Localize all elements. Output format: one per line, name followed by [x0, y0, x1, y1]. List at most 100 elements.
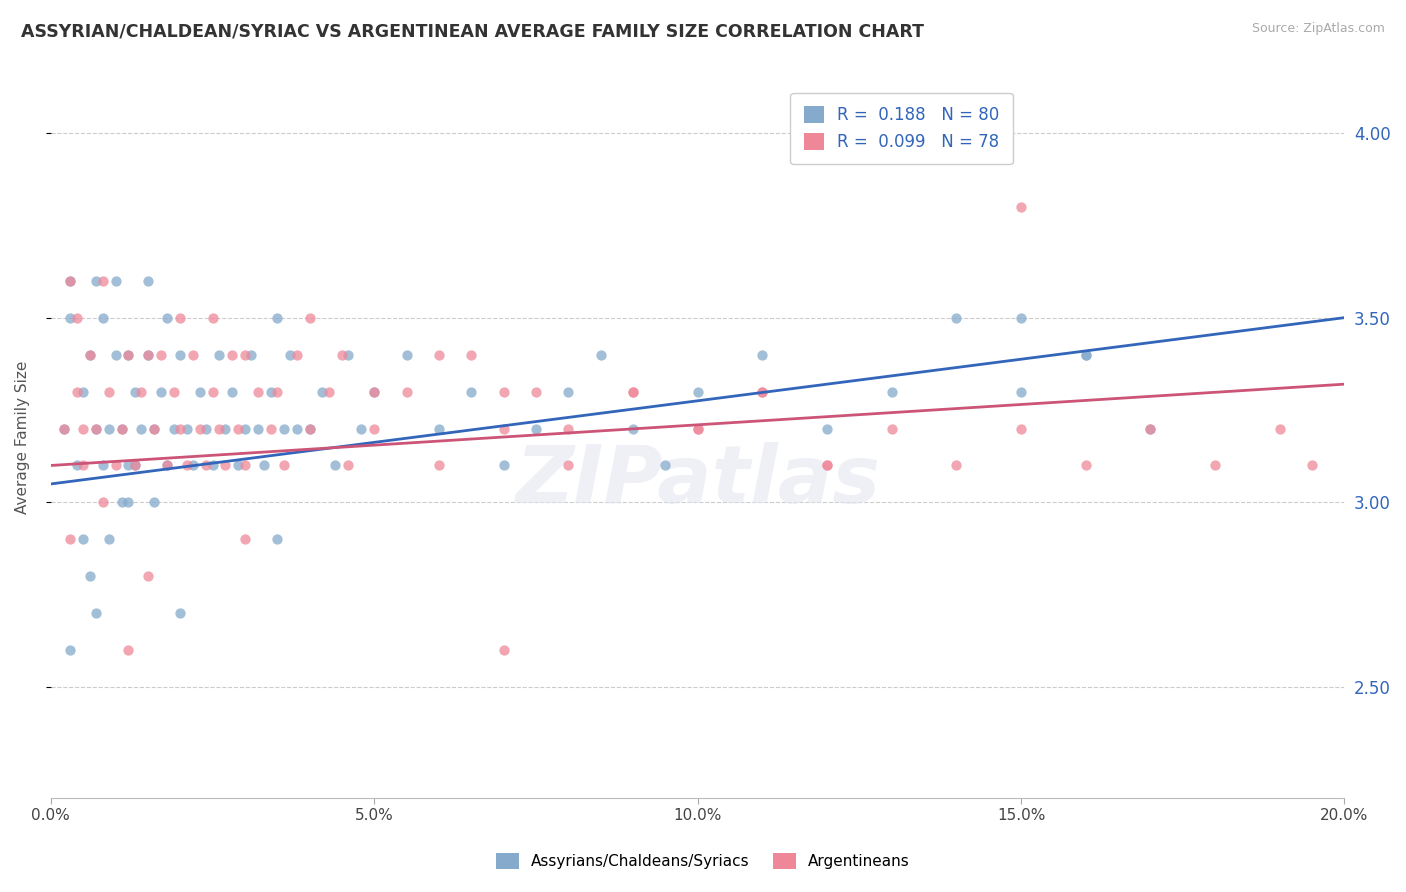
Point	[246, 421, 269, 435]
Point	[228, 421, 250, 435]
Point	[117, 458, 139, 473]
Point	[337, 348, 360, 362]
Point	[325, 458, 347, 473]
Point	[111, 495, 134, 509]
Point	[492, 458, 515, 473]
Point	[751, 384, 773, 399]
Point	[1074, 348, 1097, 362]
Point	[149, 348, 172, 362]
Point	[136, 348, 159, 362]
Point	[621, 384, 644, 399]
Point	[880, 421, 903, 435]
Point	[253, 458, 276, 473]
Point	[557, 458, 579, 473]
Point	[221, 348, 243, 362]
Point	[395, 348, 418, 362]
Point	[363, 421, 385, 435]
Point	[1074, 458, 1097, 473]
Point	[91, 274, 114, 288]
Point	[1010, 384, 1032, 399]
Point	[751, 348, 773, 362]
Point	[492, 643, 515, 657]
Point	[427, 458, 450, 473]
Point	[1010, 200, 1032, 214]
Point	[945, 310, 967, 325]
Point	[427, 348, 450, 362]
Legend: Assyrians/Chaldeans/Syriacs, Argentineans: Assyrians/Chaldeans/Syriacs, Argentinean…	[491, 847, 915, 875]
Point	[945, 458, 967, 473]
Y-axis label: Average Family Size: Average Family Size	[15, 361, 30, 515]
Point	[131, 384, 153, 399]
Point	[91, 310, 114, 325]
Point	[233, 533, 256, 547]
Point	[492, 421, 515, 435]
Point	[686, 384, 709, 399]
Point	[98, 421, 121, 435]
Point	[751, 384, 773, 399]
Point	[169, 310, 191, 325]
Point	[111, 421, 134, 435]
Point	[136, 274, 159, 288]
Point	[143, 421, 166, 435]
Point	[169, 607, 191, 621]
Point	[621, 384, 644, 399]
Point	[311, 384, 333, 399]
Point	[84, 274, 107, 288]
Point	[156, 310, 179, 325]
Point	[524, 384, 547, 399]
Point	[79, 569, 101, 583]
Point	[136, 569, 159, 583]
Point	[176, 421, 198, 435]
Point	[91, 495, 114, 509]
Point	[460, 348, 482, 362]
Point	[260, 421, 283, 435]
Point	[460, 384, 482, 399]
Point	[59, 643, 82, 657]
Point	[149, 384, 172, 399]
Point	[131, 421, 153, 435]
Point	[1074, 348, 1097, 362]
Point	[337, 458, 360, 473]
Point	[104, 274, 127, 288]
Point	[117, 495, 139, 509]
Point	[176, 458, 198, 473]
Point	[492, 384, 515, 399]
Text: Source: ZipAtlas.com: Source: ZipAtlas.com	[1251, 22, 1385, 36]
Point	[169, 421, 191, 435]
Point	[52, 421, 75, 435]
Point	[427, 421, 450, 435]
Point	[221, 384, 243, 399]
Point	[156, 458, 179, 473]
Point	[201, 384, 224, 399]
Point	[143, 421, 166, 435]
Point	[188, 384, 211, 399]
Point	[1139, 421, 1161, 435]
Point	[815, 458, 838, 473]
Point	[363, 384, 385, 399]
Point	[59, 274, 82, 288]
Point	[201, 310, 224, 325]
Point	[208, 421, 231, 435]
Point	[181, 458, 204, 473]
Point	[246, 384, 269, 399]
Point	[278, 348, 301, 362]
Point	[214, 421, 236, 435]
Point	[117, 348, 139, 362]
Point	[266, 384, 288, 399]
Point	[318, 384, 340, 399]
Point	[686, 421, 709, 435]
Point	[91, 458, 114, 473]
Point	[395, 384, 418, 399]
Point	[654, 458, 676, 473]
Point	[156, 458, 179, 473]
Point	[124, 458, 146, 473]
Point	[163, 421, 186, 435]
Point	[686, 421, 709, 435]
Point	[72, 384, 94, 399]
Legend: R =  0.188   N = 80, R =  0.099   N = 78: R = 0.188 N = 80, R = 0.099 N = 78	[790, 93, 1012, 164]
Point	[273, 421, 295, 435]
Point	[136, 348, 159, 362]
Point	[59, 310, 82, 325]
Point	[228, 458, 250, 473]
Point	[72, 421, 94, 435]
